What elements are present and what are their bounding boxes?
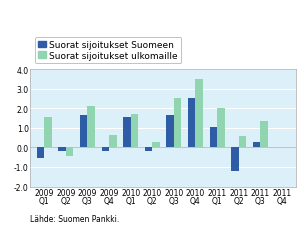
Bar (80, 116, 88, 148)
Bar (231, 148, 239, 171)
Bar (58, 148, 66, 152)
Bar (131, 115, 138, 148)
Bar (253, 142, 260, 148)
Bar (44, 117, 52, 148)
Bar (174, 99, 182, 148)
Bar (217, 109, 225, 148)
Bar (239, 136, 246, 148)
Bar (109, 135, 117, 148)
Bar (166, 116, 174, 148)
Bar (152, 142, 160, 148)
Legend: Suorat sijoitukset Suomeen, Suorat sijoitukset ulkomaille: Suorat sijoitukset Suomeen, Suorat sijoi… (35, 38, 182, 64)
Bar (101, 148, 109, 152)
Bar (123, 117, 131, 148)
Bar (210, 127, 217, 148)
Bar (88, 107, 95, 148)
Bar (195, 79, 203, 148)
Bar (37, 148, 44, 158)
Bar (260, 122, 268, 148)
Bar (66, 148, 73, 157)
Text: Lähde: Suomen Pankki.: Lähde: Suomen Pankki. (30, 214, 120, 223)
Text: Mrd. euroa: Mrd. euroa (36, 37, 84, 46)
Bar (188, 99, 195, 148)
Bar (145, 148, 152, 152)
